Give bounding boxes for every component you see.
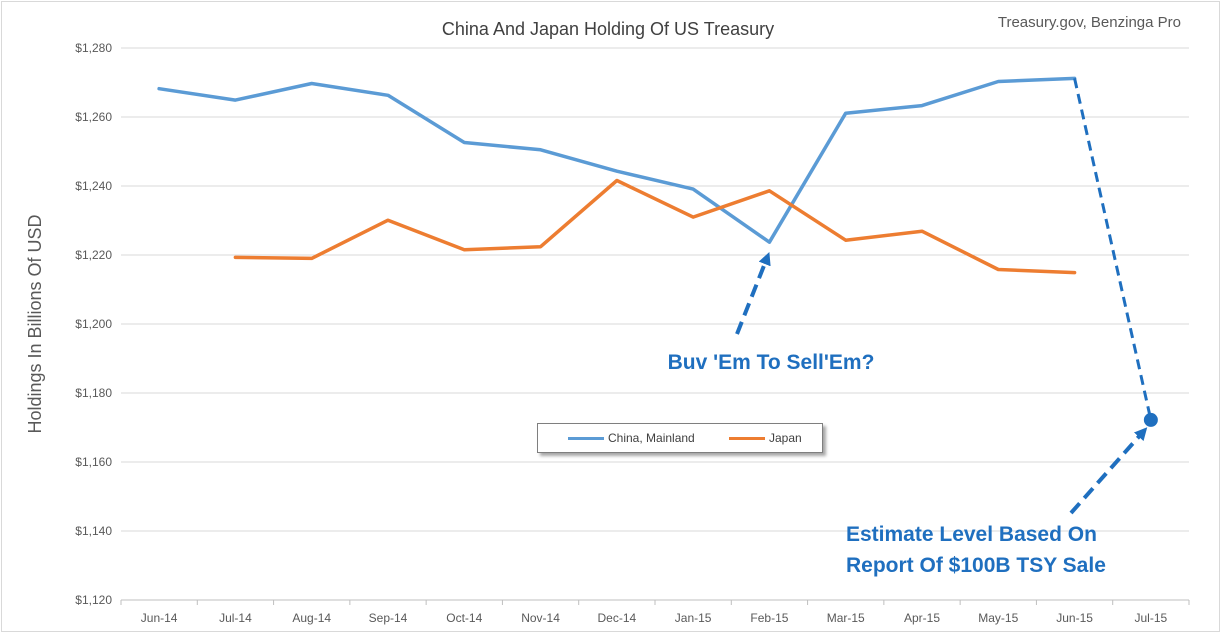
china-series-line xyxy=(157,76,1077,244)
x-tick-label: Jan-15 xyxy=(675,611,712,625)
legend-label-china: China, Mainland xyxy=(608,431,695,445)
legend-item-japan: Japan xyxy=(729,424,802,452)
x-tick-label: Nov-14 xyxy=(521,611,560,625)
legend-swatch-china xyxy=(568,436,604,440)
projection-dashed-line xyxy=(1073,78,1153,421)
x-tick-label: Jul-15 xyxy=(1135,611,1168,625)
x-tick-label: Oct-14 xyxy=(446,611,482,625)
legend-label-japan: Japan xyxy=(769,431,802,445)
estimate-annotation-line1: Estimate Level Based On xyxy=(846,523,1097,546)
buy-sell-arrow xyxy=(735,252,771,335)
legend-swatch-japan xyxy=(729,436,765,440)
estimate-annotation-line2: Report Of $100B TSY Sale xyxy=(846,554,1106,577)
y-tick-label: $1,220 xyxy=(75,248,112,262)
x-tick-label: Jun-14 xyxy=(141,611,178,625)
gridlines xyxy=(121,47,1189,601)
annotations xyxy=(735,78,1158,515)
buy-sell-annotation: Buv 'Em To Sell'Em? xyxy=(668,351,875,374)
y-tick-label: $1,200 xyxy=(75,317,112,331)
x-tick-label: Dec-14 xyxy=(598,611,637,625)
x-tick-label: Apr-15 xyxy=(904,611,940,625)
x-tick-label: Aug-14 xyxy=(292,611,331,625)
x-tick-label: May-15 xyxy=(978,611,1018,625)
x-tick-label: Mar-15 xyxy=(827,611,865,625)
estimate-point xyxy=(1143,412,1158,427)
series-lines xyxy=(157,76,1077,275)
legend: China, Mainland Japan xyxy=(537,423,823,453)
y-tick-label: $1,120 xyxy=(75,593,112,607)
y-axis-label: Holdings In Billions Of USD xyxy=(25,214,45,433)
x-tick-label: Jul-14 xyxy=(219,611,252,625)
y-tick-label: $1,140 xyxy=(75,524,112,538)
y-tick-label: $1,240 xyxy=(75,179,112,193)
y-tick-label: $1,260 xyxy=(75,110,112,124)
source-note: Treasury.gov, Benzinga Pro xyxy=(998,14,1181,31)
axes: $1,120 $1,140 $1,160 $1,180 $1,200 $1,220 $1,2… xyxy=(75,41,1190,625)
x-tick-label: Jun-15 xyxy=(1056,611,1093,625)
x-tick-label: Feb-15 xyxy=(750,611,788,625)
y-tick-label: $1,160 xyxy=(75,455,112,469)
y-tick-label: $1,280 xyxy=(75,41,112,55)
japan-series-line xyxy=(233,178,1077,275)
legend-item-china: China, Mainland xyxy=(568,424,695,452)
x-tick-label: Sep-14 xyxy=(369,611,408,625)
chart-title: China And Japan Holding Of US Treasury xyxy=(442,19,774,39)
y-tick-label: $1,180 xyxy=(75,386,112,400)
estimate-arrow xyxy=(1069,427,1148,515)
